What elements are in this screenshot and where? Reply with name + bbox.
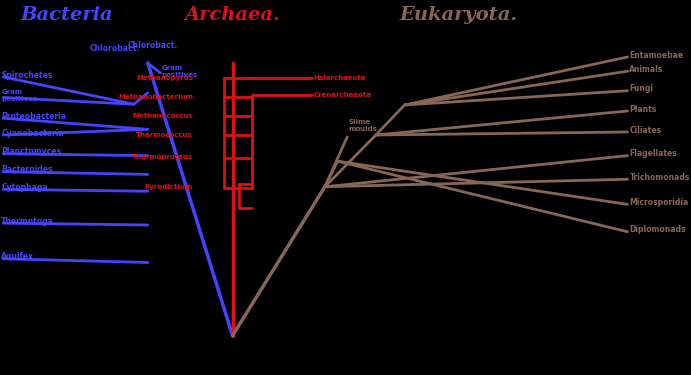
Text: Chlorobact.: Chlorobact. [90, 44, 140, 53]
Text: Gram
positives: Gram positives [162, 65, 198, 78]
Text: Thermoproteus: Thermoproteus [132, 154, 193, 160]
Text: Archaea.: Archaea. [184, 6, 281, 24]
Text: Methanopyrus: Methanopyrus [136, 75, 193, 81]
Text: Bacteria: Bacteria [21, 6, 113, 24]
Text: Thermotoga: Thermotoga [1, 217, 54, 226]
Text: Cyanobacteria: Cyanobacteria [1, 129, 64, 138]
Text: Microsporidia: Microsporidia [630, 198, 689, 207]
Text: Methanococcus: Methanococcus [132, 113, 193, 119]
Text: Bacteroides: Bacteroides [1, 165, 53, 174]
Text: Gram
positives: Gram positives [1, 89, 37, 102]
Text: Plants: Plants [630, 105, 656, 114]
Text: Spirochetes: Spirochetes [1, 70, 53, 80]
Text: Flagellates: Flagellates [630, 149, 677, 158]
Text: Eukaryota.: Eukaryota. [399, 6, 518, 24]
Text: Crenarchaeota: Crenarchaeota [314, 92, 371, 98]
Text: Methanobacterium: Methanobacterium [118, 94, 193, 100]
Text: Animals: Animals [630, 65, 663, 74]
Text: Proteobacteria: Proteobacteria [1, 112, 66, 121]
Text: Diplomonads: Diplomonads [630, 225, 686, 234]
Text: Planctomyces: Planctomyces [1, 147, 61, 156]
Text: Halarchaeota: Halarchaeota [314, 75, 366, 81]
Text: Chlorobact.: Chlorobact. [128, 40, 178, 50]
Text: Aquifex: Aquifex [1, 252, 35, 261]
Text: Thermococcus: Thermococcus [136, 132, 193, 138]
Text: Slime
moulds: Slime moulds [348, 119, 377, 132]
Text: Cytophaga: Cytophaga [1, 183, 48, 192]
Text: Entamoebae: Entamoebae [630, 51, 683, 60]
Text: Fungi: Fungi [630, 84, 654, 93]
Text: Ciliates: Ciliates [630, 126, 661, 135]
Text: Pyrodictium: Pyrodictium [145, 184, 193, 190]
Text: Trichomonads: Trichomonads [630, 173, 690, 182]
